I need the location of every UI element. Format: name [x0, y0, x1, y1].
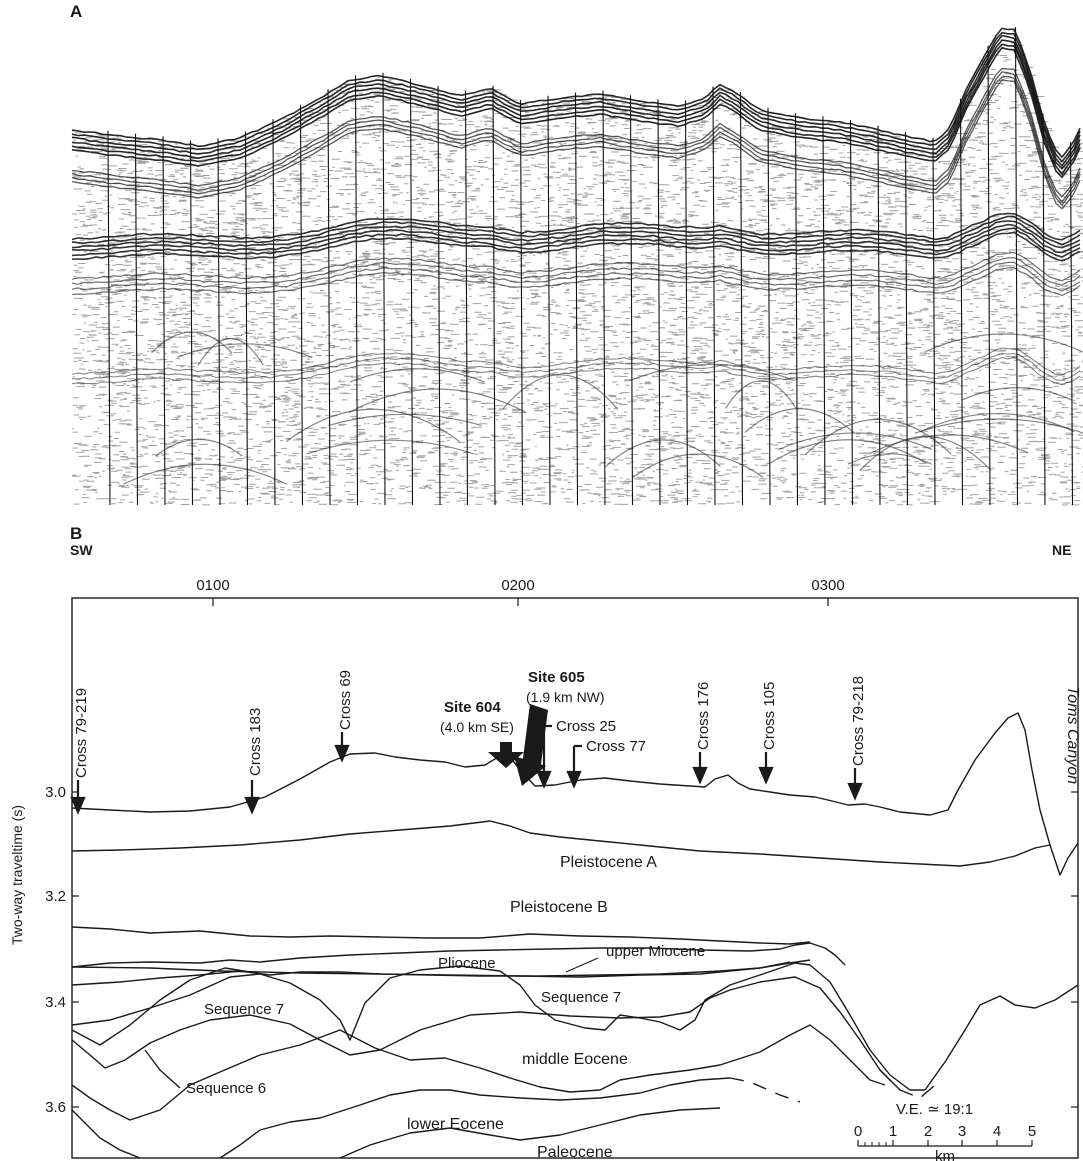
- unit-sequence-7-left: Sequence 7: [204, 1001, 284, 1018]
- unit-pliocene: Pliocene: [438, 955, 496, 972]
- site-605-offset: (1.9 km NW): [526, 689, 605, 705]
- y-tick-3.0: 3.0: [45, 784, 66, 801]
- time-tick-0100: 0100: [196, 577, 229, 594]
- horizon-seafloor: [71, 712, 1079, 876]
- toms-canyon-label: Toms Canyon: [1064, 686, 1081, 784]
- scale-tick-0: 0: [854, 1123, 862, 1140]
- time-tick-0200: 0200: [501, 577, 534, 594]
- scale-tick-1: 1: [889, 1123, 897, 1140]
- y-tick-3.2: 3.2: [45, 888, 66, 905]
- horizon-sequence-7-base: [71, 962, 925, 1091]
- unit-sequence-6: Sequence 6: [186, 1080, 266, 1097]
- panel-b-label: B: [70, 524, 83, 543]
- unit-sequence-7-right: Sequence 7: [541, 989, 621, 1006]
- vertical-exaggeration: V.E. ≃ 19:1: [896, 1101, 973, 1118]
- horizons: [71, 712, 1079, 1159]
- horizon-paleocene-top: [339, 1107, 721, 1159]
- scale-tick-5: 5: [1028, 1123, 1036, 1140]
- cross-25-label: Cross 25: [556, 718, 616, 735]
- unit-middle-eocene: middle Eocene: [522, 1051, 628, 1068]
- unit-paleocene: Paleocene: [537, 1144, 613, 1161]
- unit-upper-miocene: upper Miocene: [606, 943, 705, 960]
- horizon-right-continuation: [924, 984, 1079, 1091]
- site-604-arrow: [488, 742, 524, 768]
- horizon-pleistocene-b-base: [71, 926, 811, 945]
- cross-69-label: Cross 69: [337, 670, 354, 730]
- cross-105-label: Cross 105: [761, 682, 778, 750]
- unit-lower-eocene: lower Eocene: [407, 1116, 504, 1133]
- panel-a-label: A: [70, 2, 83, 21]
- scale-unit: km: [935, 1148, 955, 1161]
- scale-tick-4: 4: [993, 1123, 1001, 1140]
- unit-pleistocene-b: Pleistocene B: [510, 899, 608, 916]
- horizon-lower-eocene-base: [71, 1077, 731, 1159]
- time-tick-0300: 0300: [811, 577, 844, 594]
- section-frame: [71, 597, 1079, 1159]
- direction-ne: NE: [1052, 542, 1072, 558]
- horizon-pleistocene-a-base: [71, 820, 1051, 867]
- site-605-arrow-head: [514, 756, 546, 786]
- site-604-offset: (4.0 km SE): [440, 719, 514, 735]
- time-ticks: 0100 0200 0300: [196, 577, 845, 606]
- horizon-pliocene-top: [71, 942, 846, 968]
- horizon-trough-dashed: [879, 1069, 936, 1099]
- y-tick-3.4: 3.4: [45, 994, 66, 1011]
- scale-bar: 0 1 2 3 4 5 km: [854, 1123, 1036, 1161]
- scale-tick-2: 2: [924, 1123, 932, 1140]
- site-604-name: Site 604: [444, 699, 501, 716]
- horizon-lower-eocene-dashed: [729, 1077, 801, 1103]
- crossline-arrows: [70, 724, 863, 815]
- seismic-shot-lines: [107, 27, 1074, 506]
- cross-79-219-label: Cross 79-219: [73, 688, 90, 778]
- y-tick-3.6: 3.6: [45, 1099, 66, 1116]
- cross-183-label: Cross 183: [247, 708, 264, 776]
- y-axis-label: Two-way traveltime (s): [9, 805, 25, 945]
- direction-sw: SW: [70, 542, 93, 558]
- horizon-sequence-6-top: [71, 967, 251, 1046]
- cross-79-218-label: Cross 79-218: [850, 676, 867, 766]
- seismic-profile-image: [71, 27, 1083, 506]
- upper-miocene-leader: [565, 957, 599, 973]
- horizon-sequence-6-base: [71, 976, 901, 1091]
- site-605-arrow-shaft: [522, 704, 548, 772]
- unit-pleistocene-a: Pleistocene A: [560, 854, 657, 871]
- cross-176-label: Cross 176: [695, 682, 712, 750]
- seismic-noise-texture: [72, 28, 1083, 506]
- site-605-name: Site 605: [528, 669, 585, 686]
- sequence-6-leader: [144, 1049, 181, 1089]
- cross-77-label: Cross 77: [586, 738, 646, 755]
- scale-tick-3: 3: [958, 1123, 966, 1140]
- horizon-middle-eocene-base: [71, 1024, 886, 1121]
- y-axis-ticks: 3.0 3.2 3.4 3.6: [45, 784, 1078, 1116]
